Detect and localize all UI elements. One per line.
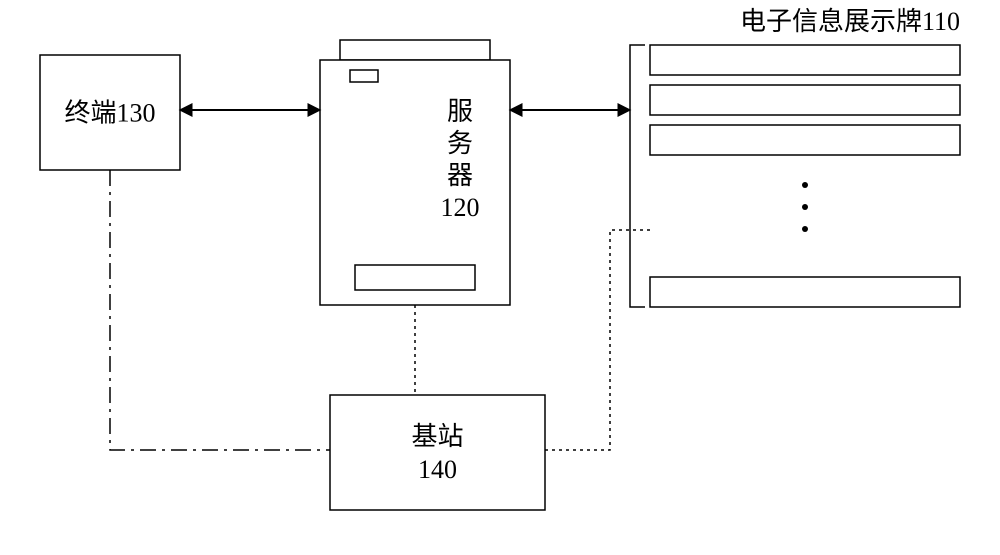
- base-station-label-2: 140: [418, 455, 457, 484]
- server-label-4: 120: [441, 193, 480, 222]
- ellipsis-dot: [802, 182, 808, 188]
- edge-terminal-base: [110, 170, 330, 450]
- server-label-1: 服: [447, 97, 473, 126]
- panels-title: 电子信息展示牌110: [740, 7, 960, 36]
- ellipsis-dot: [802, 204, 808, 210]
- edge-base-panels: [545, 230, 650, 450]
- server-label-3: 器: [447, 161, 473, 190]
- display-panel: [650, 277, 960, 307]
- ellipsis-dot: [802, 226, 808, 232]
- base-station-label-1: 基站: [411, 422, 463, 451]
- panels-bracket: [630, 45, 645, 307]
- panels-group: [650, 45, 960, 307]
- server-node: 服 务 器 120: [320, 40, 510, 305]
- terminal-label: 终端130: [64, 99, 155, 128]
- base-station-node: 基站 140: [330, 395, 545, 510]
- display-panel: [650, 125, 960, 155]
- panels-ellipsis: [802, 182, 808, 232]
- display-panel: [650, 45, 960, 75]
- server-label-2: 务: [447, 129, 473, 158]
- terminal-node: 终端130: [40, 55, 180, 170]
- display-panel: [650, 85, 960, 115]
